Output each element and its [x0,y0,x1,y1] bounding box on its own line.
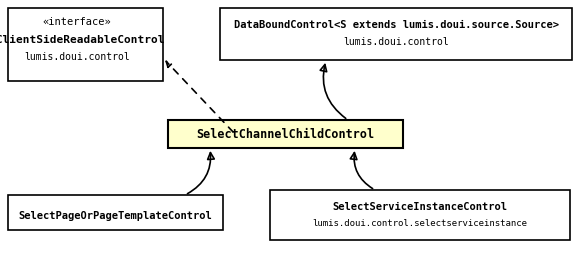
Text: SelectServiceInstanceControl: SelectServiceInstanceControl [332,202,508,212]
Text: IClientSideReadableControl: IClientSideReadableControl [0,35,165,45]
Text: lumis.doui.control.selectserviceinstance: lumis.doui.control.selectserviceinstance [313,219,527,229]
Text: lumis.doui.control: lumis.doui.control [24,52,130,62]
Text: SelectChannelChildControl: SelectChannelChildControl [196,128,374,140]
Text: lumis.doui.control: lumis.doui.control [343,37,449,47]
Text: «interface»: «interface» [43,17,111,27]
Text: SelectPageOrPageTemplateControl: SelectPageOrPageTemplateControl [18,211,212,221]
Bar [8,8,163,81]
Bar [168,120,403,148]
Bar [8,195,223,230]
Bar [270,190,570,240]
Text: DataBoundControl<S extends lumis.doui.source.Source>: DataBoundControl<S extends lumis.doui.so… [233,20,559,30]
Bar [220,8,572,60]
